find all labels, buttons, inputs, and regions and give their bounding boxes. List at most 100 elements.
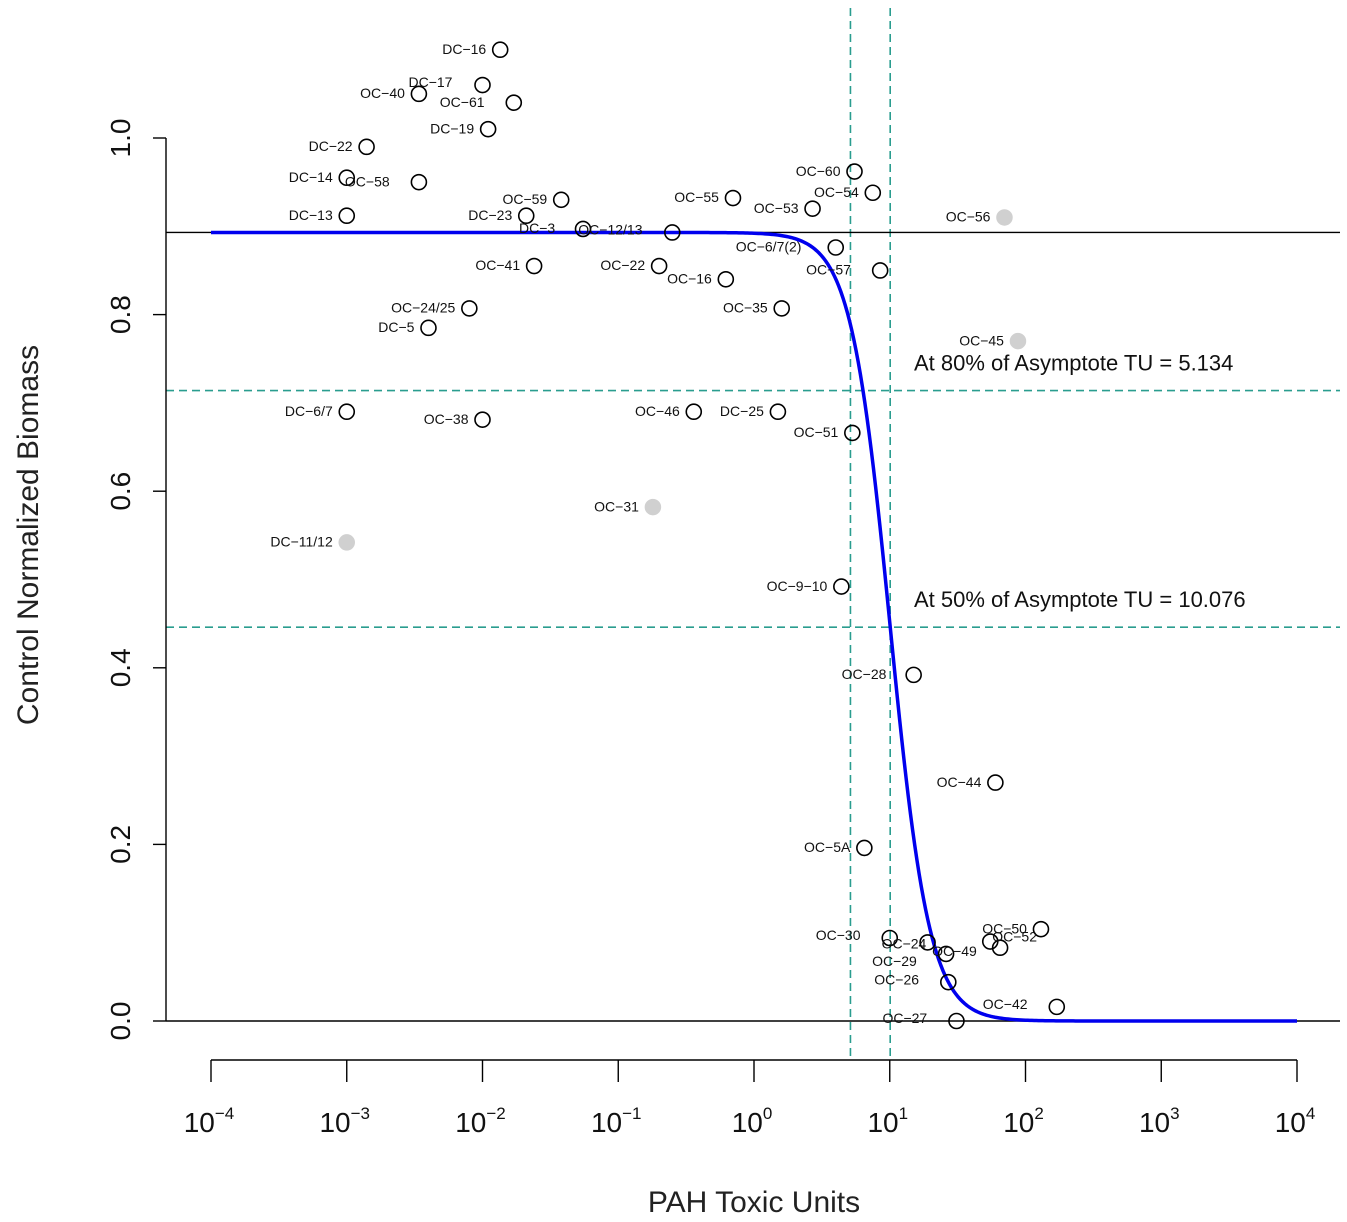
point-label-dc-23: DC−23 [468,207,512,223]
data-point-oc-40 [410,85,428,103]
data-point-dc-25 [769,403,787,421]
data-point-dc-14 [338,169,356,187]
point-label-oc-50: OC−50 [982,920,1027,936]
data-point-oc-6-7-2- [827,239,845,256]
y-tick-label: 0.4 [105,648,136,687]
data-point-oc-12-13 [663,224,681,241]
annotation-0: At 80% of Asymptote TU = 5.134 [914,351,1233,376]
data-point-oc-42 [1048,998,1066,1016]
y-axis-title: Control Normalized Biomass [12,345,45,725]
point-label-oc-56: OC−56 [946,209,991,225]
data-point-oc-61 [505,94,523,111]
point-label-oc-53: OC−53 [754,200,799,216]
x-tick-label: 100 [732,1104,773,1138]
point-label-dc-14: DC−14 [289,169,333,185]
point-label-oc-31: OC−31 [594,498,639,514]
data-point-dc-23 [517,207,535,225]
point-label-dc-16: DC−16 [442,41,486,57]
data-point-oc-22 [650,257,668,275]
point-label-oc-40: OC−40 [360,85,405,101]
point-label-dc-3: DC−3 [519,220,555,236]
data-point-dc-11-12 [338,534,355,551]
data-point-oc-57 [871,262,889,279]
data-point-oc-49 [991,939,1009,957]
data-point-dc-19 [479,120,497,138]
point-label-oc-22: OC−22 [600,257,645,273]
y-tick-label: 0.8 [105,295,136,334]
data-point-oc-38 [474,411,491,428]
data-point-oc-50 [1032,920,1050,938]
data-point-oc-9-10 [833,578,850,595]
data-point-dc-5 [420,319,437,337]
point-label-oc-9-10: OC−9−10 [767,578,828,594]
point-label-dc-5: DC−5 [378,319,414,335]
x-tick-label: 102 [1003,1104,1044,1138]
data-point-oc-5a [856,839,873,857]
point-label-oc-49: OC−49 [932,943,977,959]
fitted-curve [211,230,1297,1023]
data-point-oc-51 [844,424,861,442]
y-tick-label: 1.0 [105,119,136,158]
point-label-oc-55: OC−55 [674,189,719,205]
point-label-oc-52: OC−52 [992,929,1037,945]
y-tick-label: 0.0 [105,1002,136,1041]
point-label-oc-6-7-2-: OC−6/7(2) [736,239,802,255]
point-label-dc-19: DC−19 [430,120,474,136]
data-point-oc-24-25 [461,300,478,317]
point-label-oc-16: OC−16 [667,270,712,286]
y-axis: 0.0 0.2 0.4 0.6 0.8 1.0 [105,119,167,1041]
data-point-oc-31 [644,498,662,516]
x-tick-label: 103 [1139,1104,1180,1138]
data-point-dc-17 [474,76,491,94]
data-point-oc-58 [410,173,428,191]
point-label-oc-27: OC−27 [882,1010,927,1026]
data-point-oc-28 [905,666,922,684]
point-label-oc-30: OC−30 [816,927,861,943]
point-label-dc-13: DC−13 [289,207,333,223]
data-point-oc-60 [846,163,863,180]
data-point-oc-56 [996,209,1013,226]
x-tick-label: 10−4 [184,1104,235,1138]
x-tick-label: 104 [1275,1104,1316,1138]
point-label-oc-59: OC−59 [502,191,547,207]
point-label-oc-5a: OC−5A [804,839,851,855]
point-label-oc-45: OC−45 [959,332,1004,348]
data-point-oc-59 [552,191,570,209]
annotation-1: At 50% of Asymptote TU = 10.076 [914,587,1246,612]
data-point-oc-24 [919,934,936,951]
point-label-dc-6-7: DC−6/7 [285,403,333,419]
data-point-oc-46 [685,403,703,421]
point-label-oc-26: OC−26 [874,971,919,987]
annotations: At 80% of Asymptote TU = 5.134 At 50% of … [914,351,1246,613]
data-point-oc-44 [987,774,1004,791]
x-tick-label: 10−2 [455,1104,506,1138]
data-point-oc-35 [773,300,791,317]
data-point-oc-41 [525,257,543,275]
point-label-oc-57: OC−57 [806,262,851,278]
point-label-oc-42: OC−42 [983,996,1028,1012]
reference-lines [166,8,1340,1060]
point-label-oc-60: OC−60 [796,163,841,179]
data-point-oc-30 [881,929,899,947]
point-label-oc-61: OC−61 [440,94,485,110]
data-point-dc-13 [338,207,356,225]
y-tick-label: 0.6 [105,472,136,511]
point-label-oc-41: OC−41 [475,257,520,273]
fitted-curve-layer [211,230,1297,1023]
point-label-dc-25: DC−25 [720,403,764,419]
data-point-oc-55 [724,189,742,207]
data-point-dc-3 [574,220,592,238]
point-label-oc-12-13: OC−12/13 [578,222,642,238]
point-label-oc-29: OC−29 [872,953,917,969]
point-label-oc-24-25: OC−24/25 [391,300,455,316]
x-tick-label: 101 [867,1104,908,1138]
point-label-oc-51: OC−51 [794,424,839,440]
data-points [338,41,1066,1030]
point-label-dc-22: DC−22 [309,138,353,154]
y-tick-label: 0.2 [105,825,136,864]
data-point-oc-16 [717,270,735,288]
point-label-oc-54: OC−54 [814,184,859,200]
data-point-oc-27 [948,1012,965,1030]
